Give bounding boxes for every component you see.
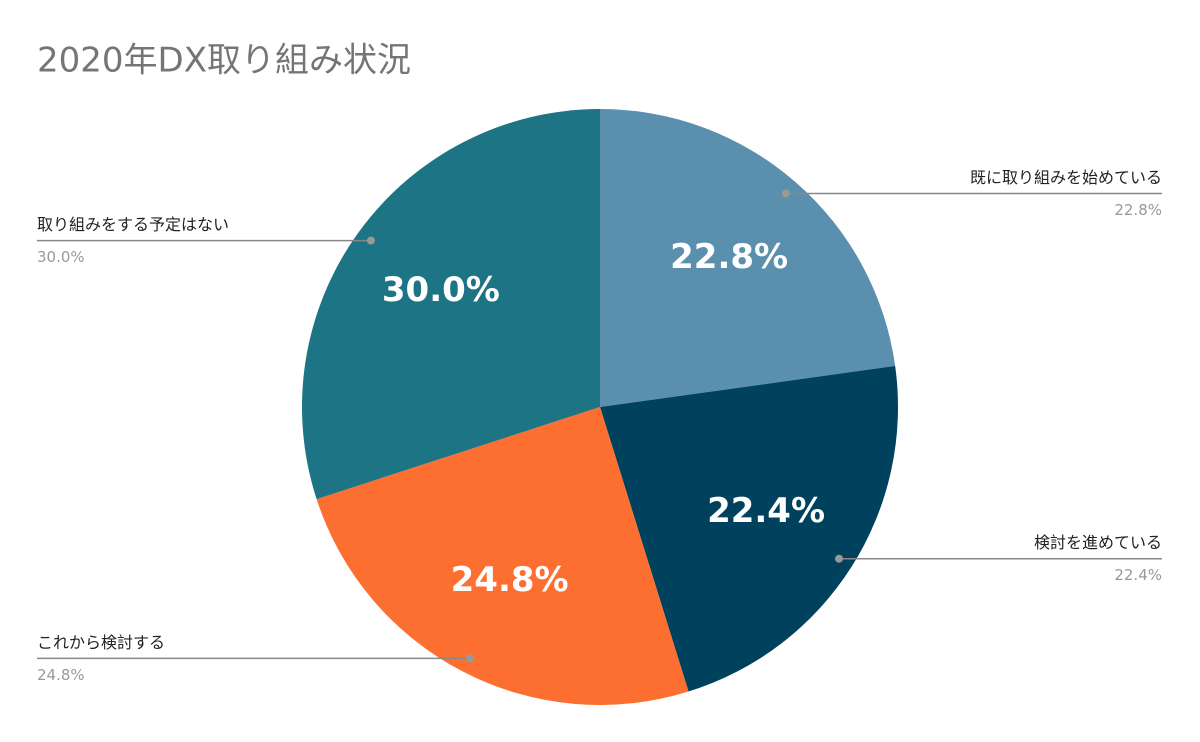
leader-dot bbox=[781, 189, 790, 198]
chart-title: 2020年DX取り組み状況 bbox=[37, 41, 411, 81]
legend-label: これから検討する bbox=[37, 633, 165, 652]
outside-value-label: 24.8% bbox=[37, 666, 85, 684]
outside-value-label: 22.4% bbox=[1114, 566, 1162, 584]
leader-dot bbox=[835, 554, 844, 563]
outside-value-label: 30.0% bbox=[37, 248, 85, 266]
pie-slice bbox=[302, 109, 600, 500]
leader-dot bbox=[366, 236, 375, 245]
leader-dot bbox=[465, 654, 474, 663]
slice-value-label: 22.4% bbox=[707, 491, 825, 531]
legend-label: 既に取り組みを始めている bbox=[970, 168, 1162, 187]
slice-value-label: 24.8% bbox=[451, 560, 569, 600]
pie-slice bbox=[600, 365, 898, 692]
pie-slice bbox=[600, 109, 896, 407]
pie-slice bbox=[316, 407, 689, 706]
outside-value-label: 22.8% bbox=[1114, 201, 1162, 219]
legend-label: 検討を進めている bbox=[1034, 533, 1162, 552]
legend-label: 取り組みをする予定はない bbox=[37, 215, 229, 234]
slice-value-label: 30.0% bbox=[382, 270, 500, 310]
slice-value-label: 22.8% bbox=[670, 237, 788, 277]
